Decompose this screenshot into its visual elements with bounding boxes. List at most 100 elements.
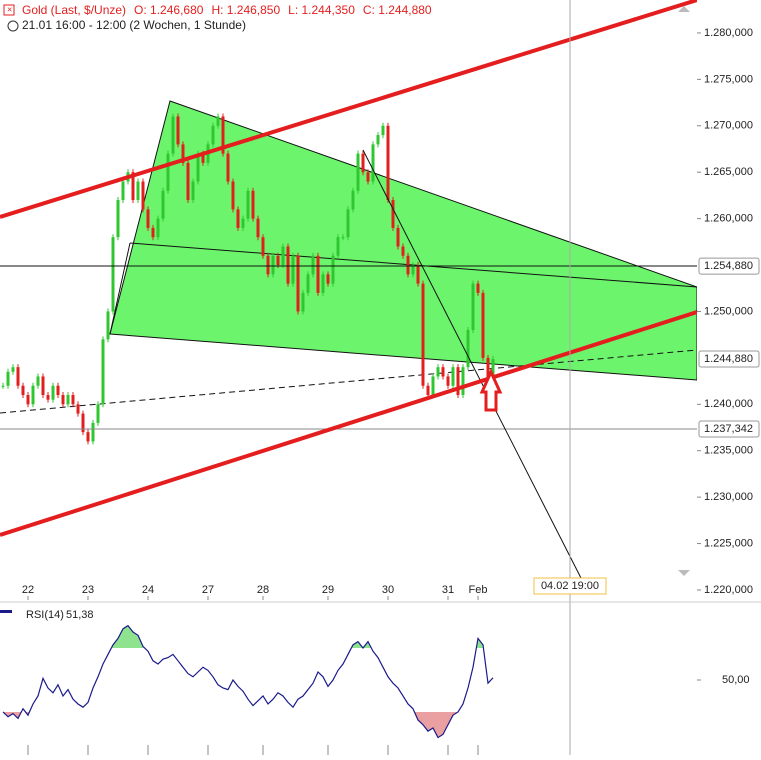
candle [81,413,85,433]
candle [281,246,285,266]
candle [76,404,80,414]
triangle-drawing [109,100,697,381]
candle [421,283,425,386]
price-marker-box [698,257,760,275]
candle [381,125,385,136]
candle [486,357,490,386]
candle [241,218,245,228]
candle [11,367,15,372]
candle [216,116,220,126]
candle [271,255,275,275]
candle [16,367,20,386]
candle [391,200,395,228]
y-tick-label: 1.230,000 [704,491,753,503]
candle [356,153,360,191]
candle [446,376,450,386]
candle [456,367,460,396]
candle [466,330,470,368]
oversold-fill [3,711,493,738]
candle [336,237,340,256]
close-icon[interactable] [3,4,15,16]
candle [31,385,35,405]
candle [251,190,255,219]
candle [156,218,160,238]
candle [351,190,355,210]
candle [411,265,415,275]
candle [36,376,40,386]
candle [361,153,365,173]
header: Gold (Last, $/Unze) O: 1.246,680 H: 1.246,… [22,3,432,17]
candle [66,395,70,405]
candle [481,292,485,358]
scroll-icon[interactable] [678,6,690,12]
candle [396,227,400,247]
legend-label: RSI(14) [26,609,64,621]
candle [161,190,165,219]
candle [256,218,260,238]
ohlc-label: L: 1.244,350 [288,3,355,17]
candle [56,385,60,396]
rsi-line [2,624,494,739]
candle [171,116,175,154]
x-tick-label: 24 [142,584,154,596]
candle [426,385,430,396]
dashed-line [0,349,697,414]
candle [236,209,240,228]
candle [71,395,75,405]
candle [431,376,435,396]
candle [371,144,375,182]
candle [166,153,170,191]
candle [231,181,235,210]
candle [91,422,95,442]
scroll-icon[interactable] [678,570,690,576]
candle [26,395,30,405]
candle [296,255,300,312]
candles [1,113,495,445]
candle [451,367,455,386]
candle [101,339,105,405]
candle [286,246,290,284]
candle [211,125,215,145]
y-tick-label: 1.220,000 [704,584,753,596]
arrow-icon [479,368,503,412]
title: Gold (Last, $/Unze) [22,3,126,17]
candle [96,404,100,423]
candle [141,181,145,210]
candle [436,367,440,377]
ohlc-label: H: 1.246,850 [211,3,280,17]
candle [266,255,270,275]
candle [221,116,225,154]
ohlc-label: O: 1.246,680 [134,3,204,17]
candle [131,172,135,201]
candle [246,190,250,219]
close-x: × [7,4,12,14]
subtitle: 21.01 16:00 - 12:00 (2 Wochen, 1 Stunde) [22,18,246,32]
candle [331,255,335,284]
candle [146,209,150,228]
candle [111,237,115,312]
y-tick-label: 1.280,000 [704,27,753,39]
legend-swatch [0,610,12,613]
candle [321,274,325,293]
x-tick-label: 22 [22,584,34,596]
candle [276,255,280,266]
candle [61,395,65,405]
y-tick-label: 1.260,000 [704,213,753,225]
x-tick-label: 27 [202,584,214,596]
candle [401,246,405,256]
candle [326,274,330,284]
candle [301,292,305,312]
y-tick-label: 1.275,000 [704,73,753,85]
drawings-top [0,0,697,581]
rsi-value: 51,38 [66,609,94,621]
candle [181,144,185,163]
candle [186,162,190,201]
price-marker-label: 1.237,342 [704,423,753,435]
candle [41,376,45,396]
x-tick-label: 29 [322,584,334,596]
candle [471,283,475,331]
candle [261,237,265,256]
candle [201,153,205,163]
candle [191,181,195,201]
candle [121,181,125,201]
